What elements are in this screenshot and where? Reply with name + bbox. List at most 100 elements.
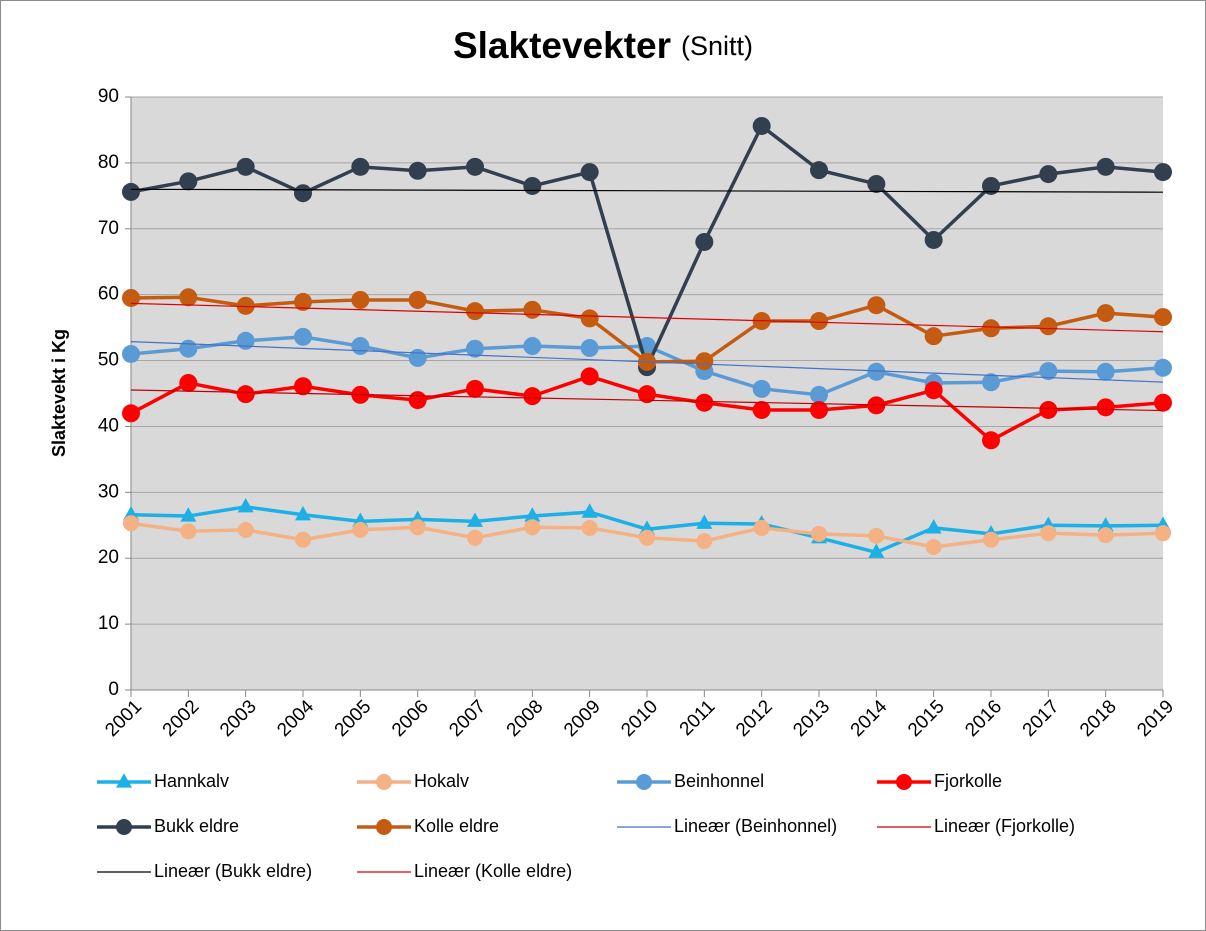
marker [1039,362,1058,381]
marker [122,288,140,307]
legend-item: Hannkalv [97,771,229,791]
marker [696,514,713,529]
marker [294,327,312,346]
marker [580,309,599,328]
trend-line [130,302,1164,333]
marker [982,373,1000,392]
marker [696,533,713,550]
y-tick-label: 30 [98,481,119,502]
marker [1039,165,1058,184]
marker [236,331,255,350]
marker [376,819,392,835]
legend-label: Lineær (Kolle eldre) [414,861,572,881]
marker [351,337,370,356]
marker [236,385,255,404]
marker [639,529,655,546]
legend-label: Fjorkolle [934,771,1002,791]
marker [179,373,198,392]
legend-label: Lineær (Bukk eldre) [154,861,312,881]
marker [810,312,828,331]
legend-item: Bukk eldre [97,816,239,836]
legend-item: Kolle eldre [357,816,499,836]
y-tick-label: 10 [98,613,119,634]
marker [123,515,139,532]
chart-title-group: Slaktevekter (Snitt) [453,25,753,66]
marker [695,232,714,251]
marker [1040,525,1057,542]
legend-label: Bukk eldre [154,816,239,836]
marker [408,161,427,180]
legend-item: Lineær (Fjorkolle) [877,816,1075,836]
marker [868,527,885,544]
marker [636,774,652,790]
marker [896,774,912,790]
marker [1097,517,1114,532]
marker [868,543,885,558]
marker [581,503,598,518]
marker [695,352,714,371]
legend-item: Fjorkolle [877,771,1002,791]
y-tick-label: 60 [98,284,119,305]
legend-label: Lineær (Beinhonnel) [674,816,837,836]
trend-line [130,341,1164,383]
marker [122,404,140,423]
legend-item: Lineær (Beinhonnel) [617,816,837,836]
legend-label: Kolle eldre [414,816,499,836]
marker [466,379,484,398]
marker [867,296,886,315]
marker [523,387,542,406]
y-tick-label: 0 [108,679,119,700]
marker [524,519,541,536]
marker [867,362,886,381]
marker [523,337,542,356]
marker [638,385,656,404]
marker [925,539,942,556]
marker [752,116,771,135]
marker [695,393,714,412]
marker [982,176,1000,195]
marker [294,292,312,311]
marker [811,525,827,542]
marker [376,774,392,790]
legend-label: Hokalv [414,771,469,791]
y-axis-label: Slaktevekt i Kg [49,329,69,457]
marker [752,379,771,398]
marker [295,505,311,521]
marker [752,400,771,419]
marker [982,319,1000,338]
trend-line [130,389,1164,412]
marker [1096,304,1115,323]
y-tick-label: 50 [98,350,119,371]
marker [924,381,943,400]
y-tick-label: 70 [98,218,119,239]
marker [1155,525,1171,542]
marker [523,300,542,319]
marker [1154,308,1172,327]
marker [294,377,312,396]
marker [294,184,312,203]
marker [237,521,254,538]
marker [983,531,999,548]
marker [810,385,828,404]
marker [580,339,599,358]
marker [409,519,426,536]
marker [810,400,828,419]
legend-item: Hokalv [357,771,469,791]
y-tick-label: 40 [98,415,119,436]
legend: Hannkalv Hokalv Beinhonnel Fjorkolle Bukk el… [97,771,1075,881]
marker [351,157,370,176]
marker [1154,163,1172,182]
marker [179,339,198,358]
marker [408,391,427,410]
y-tick-label: 80 [98,152,119,173]
marker [580,367,599,386]
marker [236,157,255,176]
marker [351,290,370,309]
marker [810,161,828,180]
marker [581,519,598,536]
legend-label: Lineær (Fjorkolle) [934,816,1075,836]
marker [116,773,132,788]
marker [179,172,198,191]
marker [295,531,311,548]
marker [982,431,1000,450]
